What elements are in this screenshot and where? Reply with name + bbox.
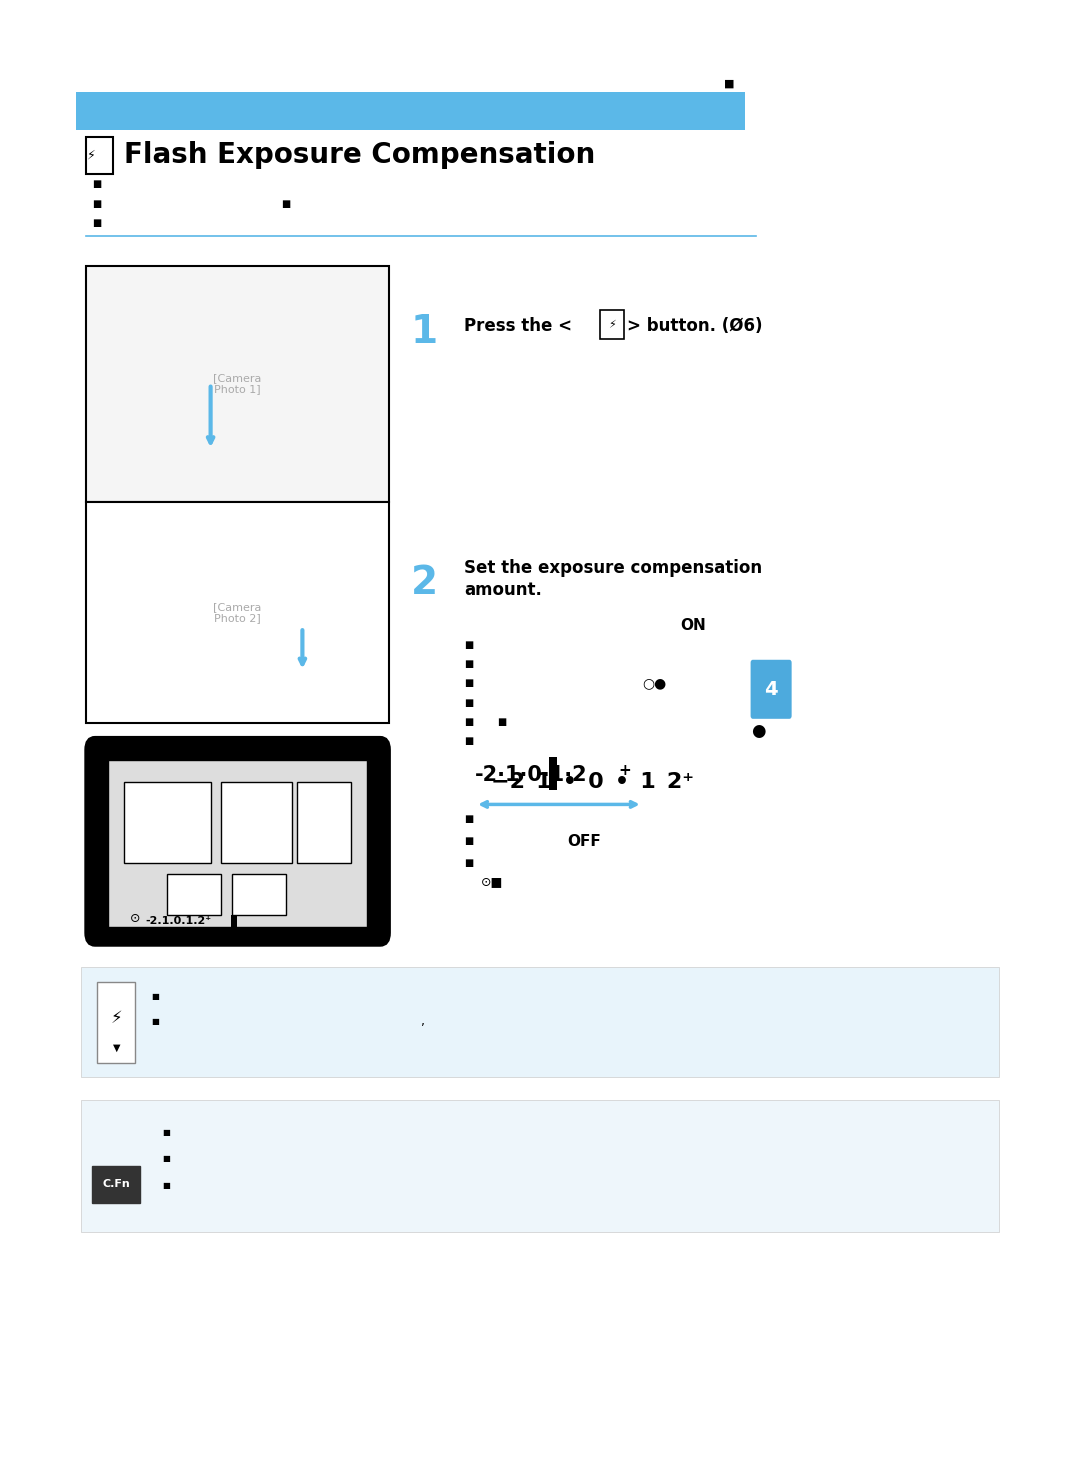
Bar bbox=[108, 760, 367, 927]
Text: Set the exposure compensation: Set the exposure compensation bbox=[464, 559, 762, 577]
Bar bbox=[86, 266, 389, 502]
Text: ▼: ▼ bbox=[113, 1044, 120, 1052]
Text: [Camera
Photo 1]: [Camera Photo 1] bbox=[214, 373, 261, 394]
Bar bbox=[81, 967, 999, 1077]
Text: ■: ■ bbox=[92, 180, 102, 189]
Text: ⊙■: ⊙■ bbox=[481, 875, 503, 887]
Text: ⚡: ⚡ bbox=[111, 1010, 122, 1027]
Text: ■: ■ bbox=[92, 218, 102, 227]
Text: [Camera
Photo 2]: [Camera Photo 2] bbox=[214, 602, 261, 623]
Text: Flash Exposure Compensation: Flash Exposure Compensation bbox=[124, 142, 595, 168]
Text: Press the <: Press the < bbox=[464, 317, 572, 335]
Text: ■: ■ bbox=[162, 1128, 170, 1137]
Text: ■: ■ bbox=[464, 660, 474, 669]
Text: 4: 4 bbox=[765, 680, 778, 698]
Text: C.Fn: C.Fn bbox=[103, 1179, 131, 1188]
Text: amount.: amount. bbox=[464, 582, 542, 599]
Text: ■: ■ bbox=[151, 1017, 159, 1026]
Bar bbox=[81, 1100, 999, 1232]
Bar bbox=[86, 137, 113, 174]
Text: ■: ■ bbox=[497, 717, 507, 726]
Text: ■: ■ bbox=[92, 199, 102, 208]
Text: ■: ■ bbox=[281, 199, 291, 208]
Text: ,: , bbox=[421, 1015, 426, 1027]
Text: ■: ■ bbox=[464, 641, 474, 649]
Text: ■: ■ bbox=[464, 737, 474, 745]
Text: 2: 2 bbox=[410, 564, 437, 602]
Text: ■: ■ bbox=[464, 717, 474, 726]
FancyBboxPatch shape bbox=[751, 660, 792, 719]
Bar bbox=[76, 92, 745, 130]
Text: ■: ■ bbox=[464, 815, 474, 824]
Bar bbox=[231, 915, 237, 933]
Bar bbox=[549, 757, 557, 790]
Bar bbox=[124, 782, 211, 863]
Text: ○●: ○● bbox=[643, 676, 666, 691]
Text: +: + bbox=[619, 763, 632, 778]
Bar bbox=[97, 982, 135, 1063]
Text: ⊙: ⊙ bbox=[130, 912, 140, 924]
Text: ■: ■ bbox=[162, 1181, 170, 1190]
Text: ■: ■ bbox=[464, 679, 474, 688]
Bar bbox=[92, 1166, 140, 1203]
Text: ■: ■ bbox=[151, 992, 159, 1001]
Text: 1: 1 bbox=[410, 313, 437, 351]
Text: ■: ■ bbox=[724, 80, 734, 89]
Text: −2 1 • 0 • 1 2⁺: −2 1 • 0 • 1 2⁺ bbox=[491, 772, 694, 793]
Text: OFF: OFF bbox=[567, 834, 600, 849]
Text: ON: ON bbox=[680, 618, 706, 633]
Text: ⚡: ⚡ bbox=[608, 320, 617, 329]
Text: ■: ■ bbox=[464, 837, 474, 846]
Text: ■: ■ bbox=[464, 859, 474, 868]
Text: -2.1.0.1.2⁺: -2.1.0.1.2⁺ bbox=[146, 917, 212, 925]
Bar bbox=[600, 310, 624, 339]
Bar bbox=[221, 782, 292, 863]
Bar bbox=[232, 874, 286, 915]
Text: ⚡: ⚡ bbox=[87, 149, 96, 161]
Text: ●: ● bbox=[751, 722, 765, 739]
Bar bbox=[297, 782, 351, 863]
Bar bbox=[167, 874, 221, 915]
Bar bbox=[86, 502, 389, 723]
FancyBboxPatch shape bbox=[86, 738, 389, 945]
Text: ■: ■ bbox=[162, 1154, 170, 1163]
Text: -2·1·0·1·2: -2·1·0·1·2 bbox=[475, 765, 588, 785]
Text: > button. (Ø6): > button. (Ø6) bbox=[627, 317, 762, 335]
Text: ■: ■ bbox=[464, 698, 474, 707]
